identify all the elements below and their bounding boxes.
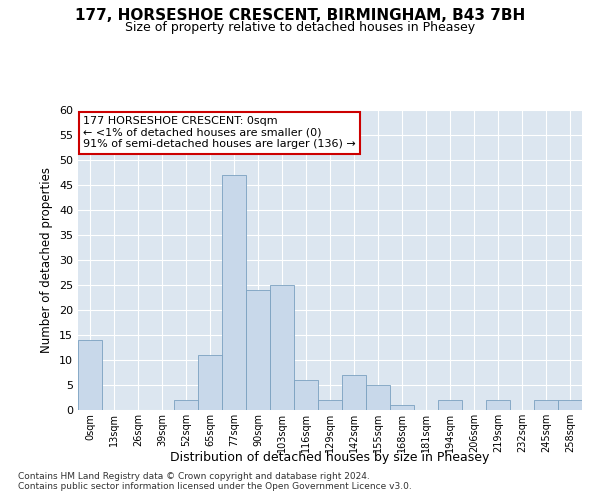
Bar — [294, 380, 318, 410]
Text: 177 HORSESHOE CRESCENT: 0sqm
← <1% of detached houses are smaller (0)
91% of sem: 177 HORSESHOE CRESCENT: 0sqm ← <1% of de… — [83, 116, 356, 149]
Y-axis label: Number of detached properties: Number of detached properties — [40, 167, 53, 353]
Bar — [198, 355, 222, 410]
Text: 177, HORSESHOE CRESCENT, BIRMINGHAM, B43 7BH: 177, HORSESHOE CRESCENT, BIRMINGHAM, B43… — [75, 8, 525, 22]
Bar — [342, 375, 366, 410]
Text: Contains HM Land Registry data © Crown copyright and database right 2024.: Contains HM Land Registry data © Crown c… — [18, 472, 370, 481]
Bar — [318, 400, 342, 410]
Text: Contains public sector information licensed under the Open Government Licence v3: Contains public sector information licen… — [18, 482, 412, 491]
Bar — [78, 340, 102, 410]
Bar — [558, 400, 582, 410]
Bar — [222, 175, 246, 410]
Bar — [174, 400, 198, 410]
Bar — [246, 290, 270, 410]
Bar — [270, 285, 294, 410]
Bar — [366, 385, 390, 410]
Text: Size of property relative to detached houses in Pheasey: Size of property relative to detached ho… — [125, 21, 475, 34]
Bar — [534, 400, 558, 410]
Bar — [390, 405, 414, 410]
Bar — [486, 400, 510, 410]
Bar — [438, 400, 462, 410]
Text: Distribution of detached houses by size in Pheasey: Distribution of detached houses by size … — [170, 451, 490, 464]
